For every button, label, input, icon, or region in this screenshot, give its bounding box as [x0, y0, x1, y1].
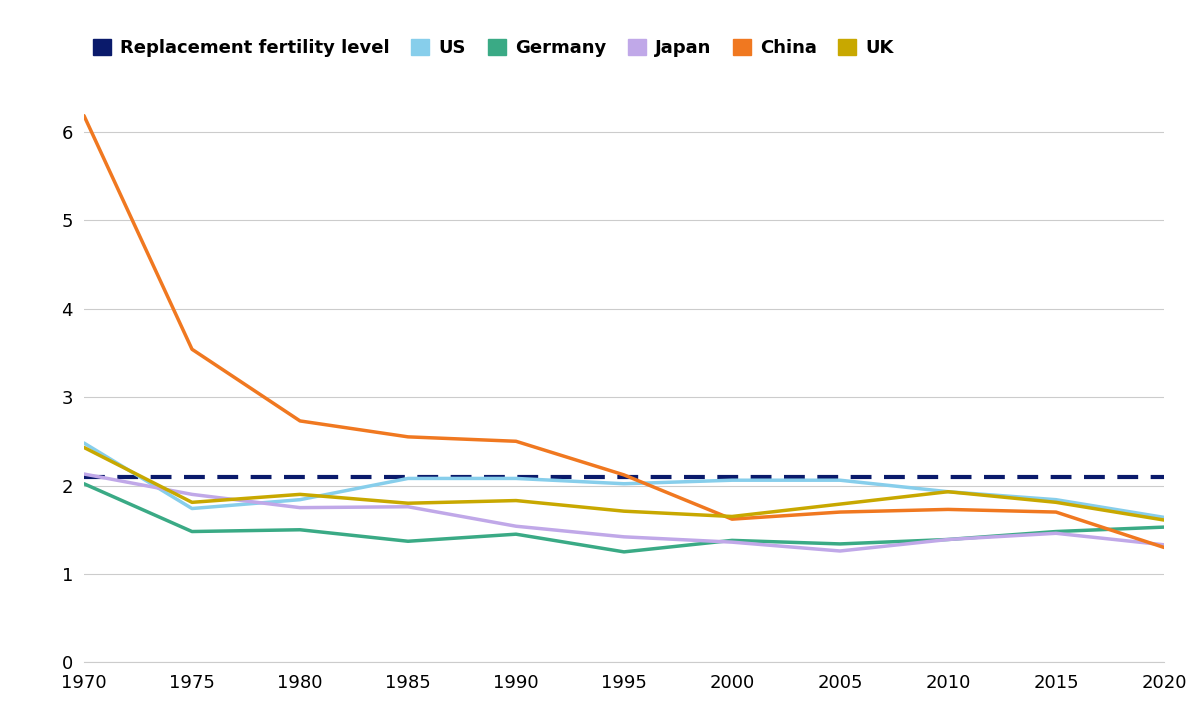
Legend: Replacement fertility level, US, Germany, Japan, China, UK: Replacement fertility level, US, Germany…	[94, 39, 894, 57]
